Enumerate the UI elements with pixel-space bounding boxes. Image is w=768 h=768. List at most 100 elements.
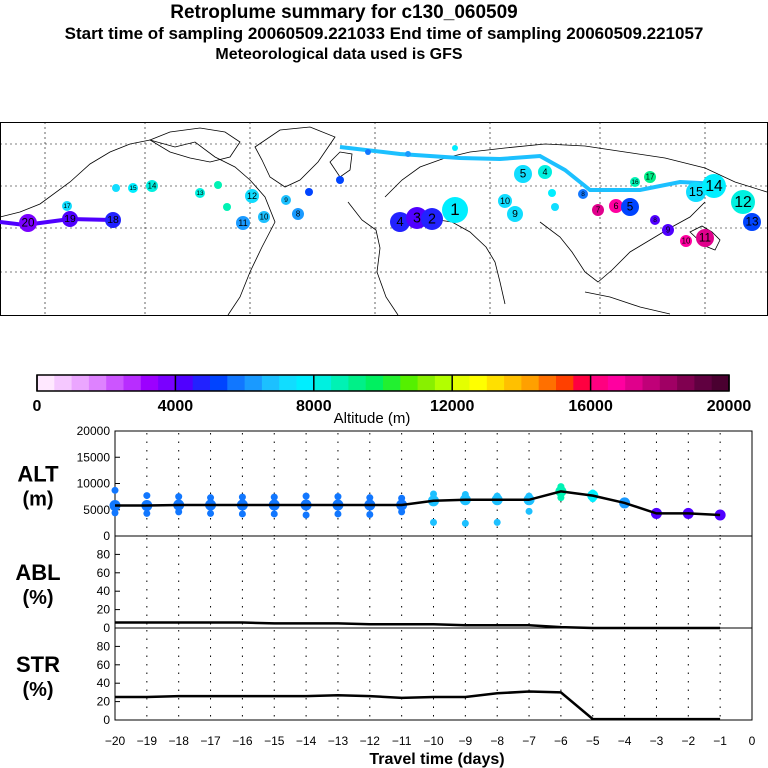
plume-day-label: 8: [581, 191, 585, 198]
plume-cluster-dot: [336, 176, 344, 184]
plume-cluster: [365, 149, 371, 155]
alt-ytick-label: 10000: [77, 477, 111, 491]
abl-ylabel-line2: (%): [22, 587, 53, 609]
altitude-cluster-dot: [430, 518, 437, 526]
colorbar-tick-label: 12000: [430, 398, 475, 415]
plume-cluster: 15: [128, 183, 138, 193]
colorbar-swatch: [227, 375, 246, 391]
plume-day-label: 15: [129, 185, 137, 192]
x-tick-label: −13: [328, 734, 349, 748]
colorbar-swatch: [434, 375, 453, 391]
plume-cluster-dot: [680, 235, 692, 247]
colorbar-swatch: [123, 375, 142, 391]
altitude-cluster-dot: [111, 509, 119, 517]
plume-day-label: 9: [666, 225, 670, 234]
plume-cluster-dot: [621, 198, 639, 216]
x-tick-label: −8: [490, 734, 504, 748]
plume-cluster: 9: [662, 224, 674, 236]
altitude-cluster-dot: [207, 494, 215, 502]
met-data-line: Meteorological data used is GFS: [215, 46, 463, 63]
plume-day-label: 9: [284, 197, 288, 204]
plume-cluster: [336, 176, 344, 184]
x-tick-label: −5: [586, 734, 600, 748]
plume-day-label: 4: [396, 214, 403, 229]
plume-day-label: 10: [260, 212, 269, 221]
colorbar-swatch: [365, 375, 384, 391]
plume-day-label: 8: [653, 217, 657, 224]
plume-track-west: [0, 216, 113, 228]
altitude-cluster-dot: [398, 508, 406, 516]
plume-cluster: 17: [644, 171, 656, 183]
plume-cluster-dot: [128, 183, 138, 193]
x-tick-label: −2: [681, 734, 695, 748]
plume-cluster-dot: [538, 165, 552, 179]
plume-day-label: 10: [682, 236, 691, 245]
plume-cluster: 14: [146, 180, 158, 192]
colorbar-swatch: [486, 375, 505, 391]
plume-cluster-dot: [442, 197, 468, 223]
plume-track-north: [339, 145, 721, 192]
str-ytick-label: 80: [97, 639, 111, 653]
plume-cluster-dot: [696, 229, 714, 247]
colorbar-swatch: [37, 375, 55, 391]
panel-abl: 0 20 40 60 80 ABL(%): [15, 535, 753, 635]
alt-ylabel-line1: ALT: [17, 462, 59, 487]
plume-cluster-dot: [195, 188, 205, 198]
plume-cluster-dot: [507, 206, 523, 222]
plume-cluster-dot: [609, 199, 623, 213]
colorbar-swatch: [210, 375, 228, 391]
colorbar-tick-label: 0: [33, 398, 42, 415]
plume-cluster-dot: [405, 151, 411, 157]
altitude-cluster-dot: [238, 493, 246, 501]
panel-str: 0 20 40 60 80 STR(%): [16, 627, 753, 727]
plume-day-label: 11: [238, 218, 247, 228]
plume-day-label: 14: [148, 181, 157, 190]
str-ylabel-line1: STR: [16, 652, 60, 677]
colorbar-swatch: [556, 375, 574, 391]
plume-cluster-dot: [514, 165, 532, 183]
plume-cluster: 12: [731, 190, 755, 214]
plume-tracks: [0, 145, 721, 228]
plume-day-label: 8: [296, 209, 300, 218]
x-tick-label: −19: [137, 734, 158, 748]
x-tick-label: −3: [650, 734, 664, 748]
x-tick-label: −12: [360, 734, 381, 748]
plume-cluster: 14: [702, 174, 726, 198]
plume-cluster: 20: [19, 214, 37, 232]
plume-cluster: 11: [696, 229, 714, 247]
colorbar-swatch: [659, 375, 678, 391]
plume-cluster: [548, 189, 556, 197]
colorbar-swatch: [261, 375, 280, 391]
colorbar-swatch: [538, 375, 557, 391]
plume-cluster-dot: [214, 181, 222, 189]
colorbar-swatch: [383, 375, 401, 391]
plume-cluster: 8: [650, 215, 660, 225]
plume-day-label: 5: [627, 201, 634, 214]
colorbar-tick-label: 4000: [158, 398, 194, 415]
colorbar-swatch: [642, 375, 661, 391]
plume-cluster-dot: [292, 208, 304, 220]
abl-ytick-label: 0: [103, 621, 110, 635]
plume-day-label: 12: [734, 194, 751, 211]
x-tick-label: −4: [618, 734, 632, 748]
plume-day-label: 6: [613, 201, 618, 211]
altitude-cluster-dot: [270, 493, 278, 501]
altitude-cluster-dot: [270, 510, 278, 518]
plume-cluster-dot: [112, 184, 120, 192]
alt-ylabel-line2: (m): [22, 489, 53, 511]
plume-cluster-dot: [146, 180, 158, 192]
altitude-cluster-dot: [302, 492, 310, 500]
colorbar-swatch: [573, 375, 592, 391]
plume-day-label: 3: [413, 210, 421, 226]
plume-cluster: 8: [292, 208, 304, 220]
plume-day-label: 11: [699, 232, 711, 245]
plume-cluster-dot: [223, 203, 231, 211]
plume-cluster: [305, 188, 313, 196]
plume-day-label: 16: [631, 179, 639, 186]
altitude-cluster-dot: [525, 507, 533, 515]
x-tick-label: −10: [423, 734, 444, 748]
alt-ytick-label: 20000: [77, 426, 111, 438]
colorbar-tick-label: 20000: [707, 398, 752, 415]
colorbar-swatch: [192, 375, 211, 391]
